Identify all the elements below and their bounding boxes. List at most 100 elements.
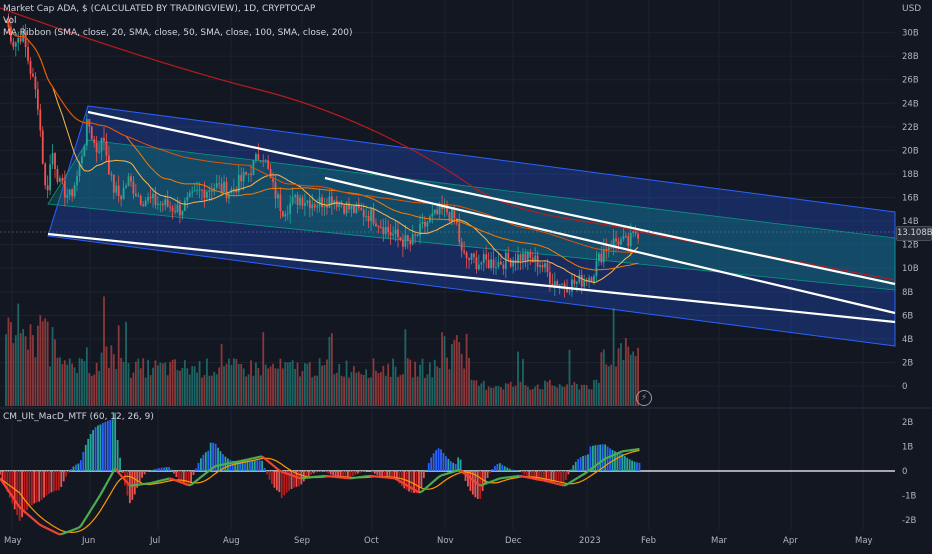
- macd-hist-bar: [440, 449, 442, 471]
- candle-body: [47, 185, 49, 190]
- macd-hist-bar: [526, 471, 528, 476]
- candle-body: [510, 259, 512, 266]
- volume-bar: [98, 371, 100, 406]
- chart-title[interactable]: Market Cap ADA, $ (CALCULATED BY TRADING…: [3, 4, 315, 15]
- candle-body: [179, 205, 181, 216]
- macd-line-segment: [554, 483, 556, 484]
- price-tick-label: 2B: [902, 358, 913, 368]
- candle-body: [66, 195, 68, 197]
- candle-body: [248, 174, 250, 175]
- macd-hist-bar: [55, 471, 57, 491]
- price-tick-label: 8B: [902, 288, 913, 298]
- volume-bar: [27, 350, 29, 406]
- candle-body: [358, 204, 360, 208]
- volume-bar: [404, 329, 406, 406]
- volume-bar: [591, 389, 593, 406]
- macd-line-segment: [162, 480, 164, 481]
- macd-hist-bar: [572, 465, 574, 471]
- volume-bar: [333, 374, 335, 406]
- candle-body: [272, 178, 274, 182]
- macd-hist-bar: [631, 461, 633, 471]
- volume-bar: [363, 375, 365, 406]
- candle-body: [159, 204, 161, 205]
- macd-hist-bar: [90, 434, 92, 471]
- price-tick-label: 16B: [902, 194, 919, 204]
- volume-bar: [96, 363, 98, 406]
- price-tick-label: 10B: [902, 264, 919, 274]
- macd-line-segment: [61, 533, 63, 534]
- volume-bar: [289, 362, 291, 406]
- candle-body: [299, 198, 301, 205]
- candle-body: [57, 169, 59, 182]
- macd-line-segment: [453, 471, 455, 472]
- candle-body: [417, 235, 419, 236]
- macd-line-segment: [198, 477, 200, 479]
- macd-hist-bar: [560, 471, 562, 482]
- macd-line-segment: [196, 479, 198, 481]
- macd-line-segment: [296, 477, 298, 478]
- volume-bar: [294, 369, 296, 406]
- volume-bar: [228, 359, 230, 406]
- macd-hist-bar: [153, 469, 155, 471]
- candle-body: [478, 264, 480, 269]
- volume-bar: [409, 360, 411, 406]
- volume-bar: [520, 382, 522, 406]
- macd-hist-bar: [555, 471, 557, 482]
- candle-body: [414, 234, 416, 235]
- macd-hist-bar: [636, 462, 638, 471]
- macd-hist-bar: [582, 456, 584, 471]
- tradingview-logo-icon[interactable]: ⚡: [636, 390, 652, 406]
- candle-body: [262, 160, 264, 161]
- macd-line-segment: [42, 526, 44, 527]
- macd-line-segment: [270, 462, 272, 464]
- volume-bar: [42, 321, 44, 406]
- volume-bar: [37, 326, 39, 406]
- volume-bar: [30, 324, 32, 406]
- macd-line-segment: [407, 485, 409, 486]
- macd-tick-label: 1B: [902, 443, 913, 453]
- volume-bar: [204, 375, 206, 406]
- volume-bar: [164, 363, 166, 406]
- candle-body: [15, 43, 17, 47]
- ma-ribbon-legend[interactable]: MA Ribbon (SMA, close, 20, SMA, close, 5…: [3, 28, 353, 39]
- volume-bar: [564, 387, 566, 406]
- macd-legend[interactable]: CM_Ult_MacD_MTF (60, 12, 26, 9): [3, 412, 154, 423]
- macd-hist-bar: [381, 471, 383, 477]
- candle-body: [458, 223, 460, 242]
- volume-bar: [287, 363, 289, 406]
- volume-bar: [64, 360, 66, 406]
- macd-hist-bar: [166, 467, 168, 471]
- candle-body: [306, 200, 308, 203]
- macd-line-segment: [475, 482, 477, 484]
- volume-bar: [223, 366, 225, 406]
- macd-hist-bar: [198, 463, 200, 471]
- candle-body: [336, 201, 338, 207]
- volume-legend[interactable]: Vol: [3, 16, 16, 27]
- macd-hist-bar: [487, 471, 489, 478]
- volume-bar: [169, 362, 171, 406]
- macd-line-segment: [289, 474, 291, 475]
- candle-body: [39, 110, 41, 131]
- macd-hist-bar: [484, 471, 486, 484]
- volume-bar: [159, 363, 161, 406]
- macd-hist-bar: [95, 427, 97, 471]
- macd-hist-bar: [141, 471, 143, 478]
- volume-bar: [184, 360, 186, 406]
- volume-bar: [498, 386, 500, 406]
- volume-bar: [10, 322, 12, 406]
- candle-body: [635, 231, 637, 233]
- candle-body: [142, 204, 144, 205]
- macd-hist-bar: [509, 469, 511, 471]
- candle-body: [407, 235, 409, 240]
- volume-bar: [505, 383, 507, 406]
- macd-line-segment: [74, 529, 76, 530]
- candle-body: [52, 153, 54, 164]
- volume-bar: [233, 358, 235, 406]
- macd-line-segment: [257, 457, 259, 458]
- candle-body: [488, 260, 490, 268]
- macd-line-segment: [287, 473, 289, 474]
- candle-body: [321, 197, 323, 207]
- macd-hist-bar: [109, 420, 111, 471]
